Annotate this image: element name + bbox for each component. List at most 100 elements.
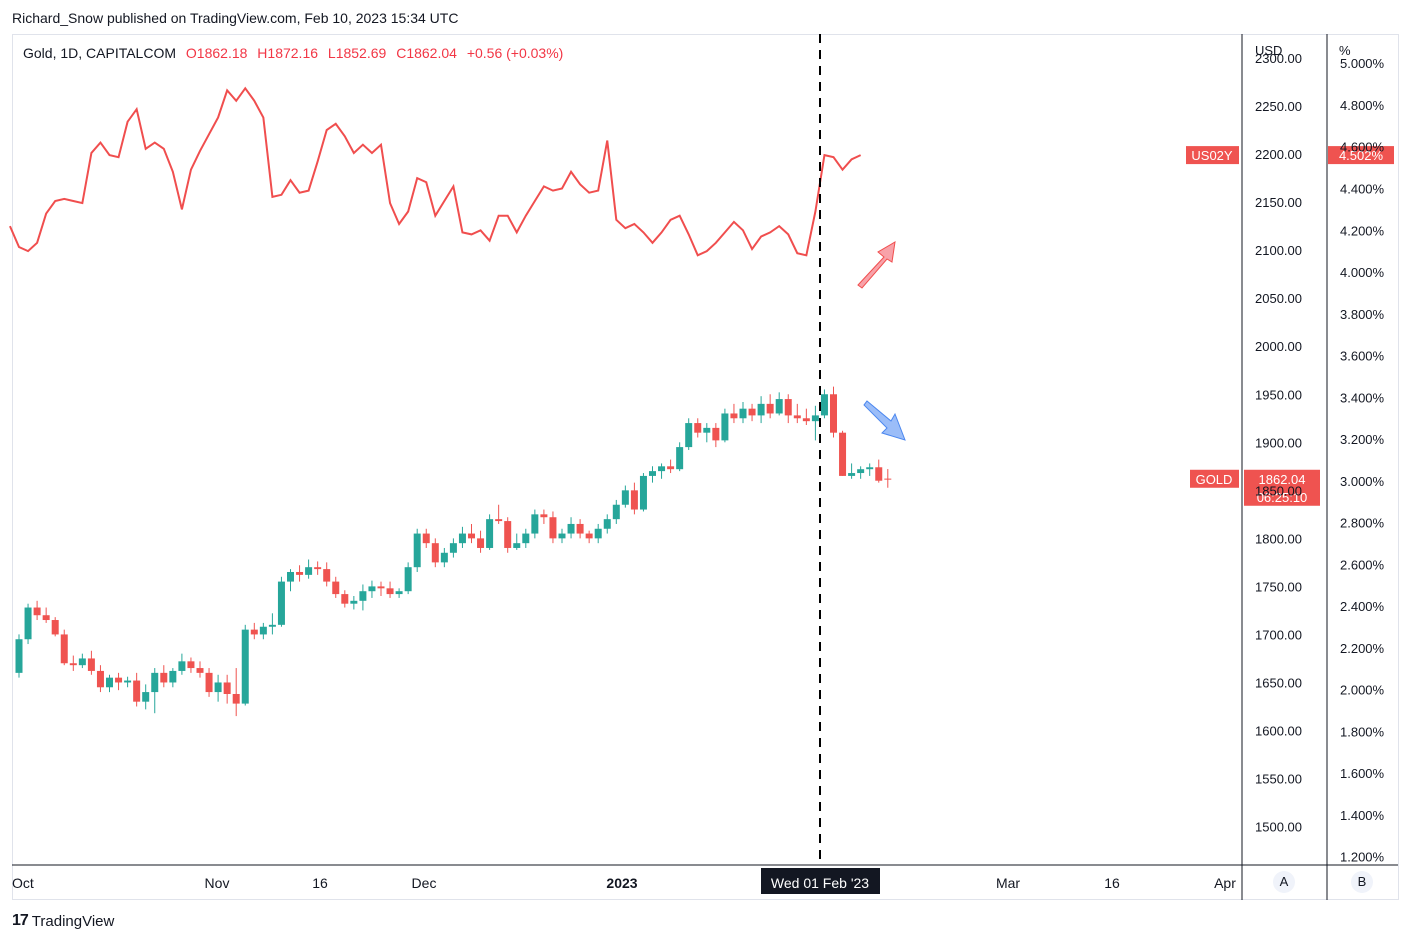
candle-body: [241, 629, 249, 704]
percent-tick-label: 4.000%: [1340, 265, 1385, 280]
candle: [540, 509, 548, 524]
candle: [350, 596, 358, 610]
percent-tick-label: 1.600%: [1340, 766, 1385, 781]
crosshair-date-label: Wed 01 Feb '23: [771, 875, 869, 891]
candle: [431, 538, 439, 568]
candle-body: [196, 668, 204, 673]
candle-body: [323, 569, 331, 582]
percent-tick-label: 3.400%: [1340, 390, 1385, 405]
candle: [784, 394, 792, 424]
candle: [404, 562, 412, 595]
usd-tick-label: 2000.00: [1255, 339, 1302, 354]
candle-body: [133, 680, 141, 702]
candle: [757, 396, 765, 424]
candle-body: [712, 427, 720, 441]
candle-body: [458, 533, 466, 544]
candle: [558, 528, 566, 544]
candle-body: [386, 588, 394, 595]
candle-body: [848, 473, 856, 476]
percent-tick-label: 1.800%: [1340, 724, 1385, 739]
candle: [214, 674, 222, 702]
candle: [513, 533, 521, 550]
usd-tick-label: 2150.00: [1255, 195, 1302, 210]
usd-tick-label: 1500.00: [1255, 820, 1302, 835]
candle: [649, 466, 656, 483]
usd-tick-label: 1900.00: [1255, 435, 1302, 450]
candle-body: [522, 533, 530, 544]
candle: [332, 576, 340, 598]
candle: [287, 569, 294, 592]
candle: [305, 559, 313, 579]
tradingview-logo[interactable]: 17 TradingView: [12, 912, 114, 930]
candle-body: [875, 467, 883, 481]
candle: [712, 423, 720, 448]
candle: [748, 403, 756, 422]
candle-body: [866, 467, 874, 470]
candle: [60, 629, 68, 666]
candle-body: [259, 626, 267, 635]
candle-body: [784, 399, 792, 416]
candle: [486, 514, 494, 550]
time-tick-label: Nov: [205, 875, 230, 891]
candle: [377, 581, 385, 597]
log-scale-button[interactable]: B: [1351, 871, 1373, 893]
annotations: Wed 01 Feb '23 US02Y 4.502% GOLD 1862.04 06:2…: [761, 34, 1394, 894]
candle-body: [422, 533, 430, 544]
usd-tick-label: 1700.00: [1255, 627, 1302, 642]
candle-body: [440, 552, 448, 563]
candle-body: [287, 571, 294, 582]
gold-countdown: 06:25:10: [1257, 490, 1308, 505]
candle: [440, 547, 448, 568]
us02y-line: [9, 86, 862, 257]
candle: [721, 408, 729, 443]
candle-body: [60, 634, 68, 664]
candle: [676, 442, 684, 472]
us02y-name-box: [1186, 146, 1239, 165]
gold-last-price: 1862.04: [1259, 472, 1306, 487]
chart-frame: [12, 34, 1399, 900]
percent-tick-label: 4.400%: [1340, 182, 1385, 197]
gold-candles: [15, 386, 892, 717]
percent-tick-label: 1.400%: [1340, 808, 1385, 823]
usd-tick-label: 2100.00: [1255, 243, 1302, 258]
candle: [359, 584, 367, 611]
candle-body: [359, 591, 367, 601]
percent-tick-label: 3.000%: [1340, 474, 1385, 489]
candle-body: [332, 581, 340, 595]
time-tick-label: 16: [312, 875, 328, 891]
candle: [730, 403, 738, 424]
candle-body: [667, 466, 675, 470]
candle-body: [449, 543, 457, 553]
usd-tick-label: 2250.00: [1255, 99, 1302, 114]
candle: [341, 590, 349, 608]
legend-change: +0.56 (+0.03%): [466, 45, 564, 61]
candle: [250, 622, 258, 640]
candle-body: [658, 466, 666, 472]
candle: [603, 514, 611, 534]
tradingview-logo-icon: 17: [12, 912, 29, 929]
candle-body: [721, 413, 729, 441]
candle: [96, 665, 104, 693]
candle: [848, 463, 856, 479]
legend-low: L1852.69: [327, 45, 387, 61]
time-tick-label: 2023: [606, 875, 637, 891]
auto-scale-button[interactable]: A: [1273, 871, 1295, 893]
legend-high: H1872.16: [257, 45, 319, 61]
candle: [142, 684, 150, 710]
us02y-value-box: [1328, 146, 1394, 165]
candle: [793, 403, 801, 424]
candle: [323, 562, 331, 587]
usd-axis-unit: USD: [1255, 43, 1282, 58]
percent-tick-label: 3.200%: [1340, 432, 1385, 447]
candle-body: [142, 692, 150, 702]
candle: [33, 600, 41, 621]
candle: [857, 466, 865, 479]
candle-body: [296, 571, 304, 575]
candle-body: [495, 519, 503, 522]
candle: [576, 519, 584, 539]
percent-tick-label: 2.800%: [1340, 516, 1385, 531]
candle-body: [676, 447, 684, 470]
candle-body: [413, 533, 421, 568]
candle-body: [531, 514, 539, 534]
